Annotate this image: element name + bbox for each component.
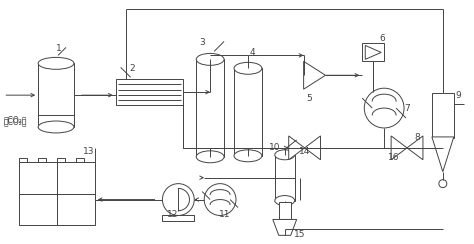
Text: 9: 9 [456, 91, 462, 100]
Text: 3: 3 [200, 38, 205, 47]
Text: 粗CO₂气: 粗CO₂气 [3, 118, 27, 126]
Text: 1: 1 [56, 44, 62, 53]
Bar [38, 158, 46, 162]
Text: 15: 15 [294, 230, 305, 239]
Polygon shape [304, 61, 326, 89]
Bar [76, 158, 84, 162]
Ellipse shape [38, 121, 74, 133]
Text: 10: 10 [269, 143, 281, 152]
Circle shape [439, 180, 447, 188]
Text: 粗CO₂气: 粗CO₂气 [3, 115, 27, 124]
Text: 13: 13 [83, 147, 95, 156]
Bar [279, 202, 291, 219]
Text: 5: 5 [307, 94, 312, 103]
Polygon shape [273, 219, 297, 235]
Polygon shape [289, 136, 305, 160]
Circle shape [365, 88, 404, 128]
Polygon shape [432, 137, 454, 172]
Polygon shape [407, 136, 423, 160]
Text: 4: 4 [249, 48, 255, 57]
Bar [163, 215, 194, 222]
Ellipse shape [234, 62, 262, 74]
Polygon shape [305, 136, 320, 160]
Ellipse shape [196, 151, 224, 163]
Text: 12: 12 [167, 210, 178, 219]
Bar [57, 158, 65, 162]
Ellipse shape [275, 196, 295, 205]
Bar [362, 43, 384, 61]
Ellipse shape [234, 150, 262, 162]
Text: 2: 2 [130, 64, 136, 73]
Ellipse shape [38, 57, 74, 69]
Bar [196, 59, 224, 157]
Circle shape [204, 184, 236, 215]
Bar [116, 79, 183, 105]
Text: 7: 7 [404, 104, 410, 112]
Circle shape [163, 184, 194, 215]
Bar [432, 93, 454, 138]
Ellipse shape [196, 53, 224, 65]
Bar [19, 158, 27, 162]
Polygon shape [391, 136, 407, 160]
Text: 11: 11 [219, 210, 231, 219]
Bar [19, 193, 57, 225]
Bar [19, 162, 57, 193]
Bar [275, 155, 295, 201]
Bar [57, 193, 95, 225]
Bar [57, 162, 95, 193]
Text: 16: 16 [388, 153, 400, 162]
Ellipse shape [275, 150, 295, 160]
Bar [234, 68, 262, 156]
Polygon shape [365, 45, 381, 59]
Text: 6: 6 [379, 34, 385, 43]
Bar [38, 63, 74, 127]
Text: 8: 8 [414, 133, 420, 142]
Text: 14: 14 [299, 147, 310, 156]
